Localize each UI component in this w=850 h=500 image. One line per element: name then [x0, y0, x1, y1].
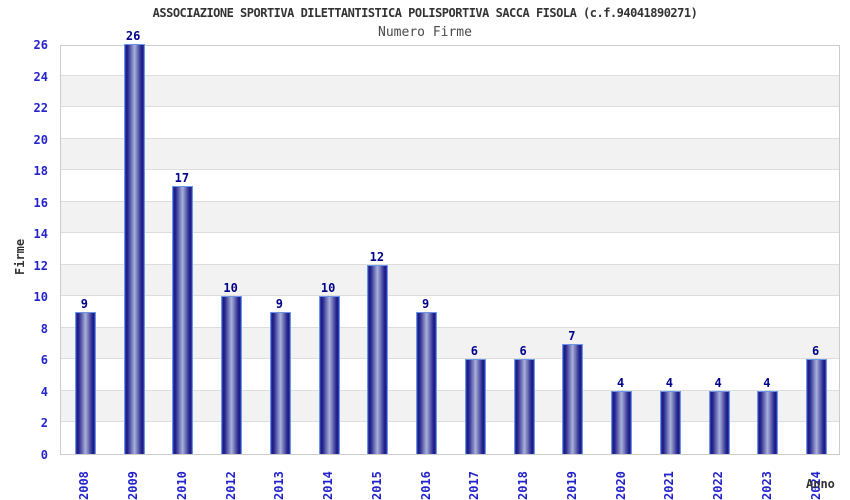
bar-2014 [318, 296, 340, 454]
bar-value-label: 12 [369, 249, 385, 264]
bar-value-label: 10 [223, 281, 238, 296]
x-tick-2020: 2020 [613, 471, 628, 500]
bar-value-label: 6 [812, 344, 820, 359]
bar-2008 [74, 312, 96, 454]
x-tick-2013: 2013 [272, 471, 287, 500]
bar-2013 [269, 312, 291, 454]
gridline [61, 389, 839, 391]
x-tick-2012: 2012 [223, 471, 238, 500]
bar-value-label: 4 [617, 375, 625, 390]
bar-value-label: 10 [320, 281, 336, 296]
bar-2010 [172, 185, 194, 454]
y-tick-20: 20 [33, 132, 48, 147]
bar-2018 [513, 359, 535, 454]
x-tick-2008: 2008 [77, 471, 92, 500]
bar-value-label: 4 [714, 375, 722, 390]
bar-value-label: 9 [422, 297, 430, 312]
bar-2016 [416, 312, 438, 454]
gridline [61, 358, 839, 360]
y-tick-10: 10 [33, 290, 48, 305]
bar-2024 [806, 359, 828, 454]
x-tick-2009: 2009 [126, 471, 141, 500]
x-tick-2016: 2016 [418, 471, 433, 500]
gridline [61, 169, 839, 171]
plot-area [60, 44, 840, 455]
bar-value-label: 7 [568, 328, 576, 343]
x-axis-title: Anno [806, 477, 835, 491]
plot-band [61, 138, 839, 171]
bar-value-label: 4 [763, 375, 771, 390]
plot-band [61, 107, 839, 139]
gridline [61, 232, 839, 234]
bar-value-label: 6 [470, 344, 478, 359]
x-tick-2015: 2015 [369, 471, 384, 500]
y-tick-8: 8 [40, 321, 48, 336]
y-tick-22: 22 [33, 101, 48, 116]
bar-value-label: 4 [665, 375, 673, 390]
x-tick-2017: 2017 [467, 471, 482, 500]
gridline [61, 200, 839, 202]
bar-value-label: 26 [125, 29, 141, 43]
y-tick-6: 6 [40, 353, 48, 368]
bar-value-label: 9 [80, 297, 88, 312]
bar-2023 [757, 390, 779, 454]
y-axis-title: Firme [13, 238, 27, 275]
y-tick-18: 18 [33, 164, 48, 179]
y-tick-4: 4 [40, 384, 48, 399]
x-tick-2021: 2021 [662, 471, 677, 500]
bar-2019 [562, 343, 584, 454]
x-tick-2014: 2014 [321, 471, 336, 500]
x-tick-2010: 2010 [174, 471, 189, 500]
y-tick-12: 12 [33, 258, 48, 273]
bar-2020 [611, 390, 633, 454]
y-tick-24: 24 [33, 69, 48, 84]
gridline [61, 263, 839, 265]
chart-title: ASSOCIAZIONE SPORTIVA DILETTANTISTICA PO… [152, 6, 698, 20]
bar-2017 [464, 359, 486, 454]
y-tick-14: 14 [33, 227, 48, 242]
gridline [61, 421, 839, 423]
bar-value-label: 9 [275, 297, 283, 312]
y-tick-2: 2 [40, 416, 48, 431]
y-tick-26: 26 [33, 38, 48, 52]
bar-2012 [221, 296, 243, 454]
bar-value-label: 6 [519, 344, 527, 359]
y-tick-0: 0 [40, 448, 48, 462]
plot-band [61, 75, 839, 108]
x-tick-2019: 2019 [564, 471, 579, 500]
gridline [61, 295, 839, 297]
bar-value-label: 17 [174, 170, 190, 185]
gridline [61, 326, 839, 328]
plot-band [61, 44, 839, 76]
bar-2015 [367, 264, 389, 454]
x-tick-2018: 2018 [516, 471, 531, 500]
bar-2021 [659, 390, 681, 454]
x-tick-2023: 2023 [759, 471, 774, 500]
bar-2009 [123, 44, 145, 454]
y-tick-16: 16 [33, 195, 48, 210]
bar-2022 [708, 390, 730, 454]
gridline [61, 74, 839, 76]
x-tick-2022: 2022 [711, 471, 726, 500]
chart-subtitle: Numero Firme [378, 25, 472, 40]
gridline [61, 106, 839, 108]
gridline [61, 137, 839, 139]
